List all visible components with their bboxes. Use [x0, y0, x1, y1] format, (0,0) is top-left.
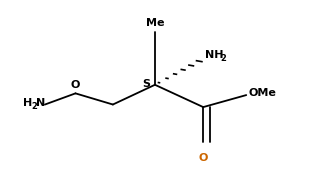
Text: NH: NH	[205, 50, 223, 60]
Text: H: H	[23, 98, 32, 108]
Text: N: N	[36, 98, 45, 108]
Text: 2: 2	[220, 54, 226, 63]
Text: Me: Me	[146, 18, 164, 28]
Text: O: O	[71, 80, 80, 90]
Text: S: S	[142, 79, 150, 89]
Text: 2: 2	[31, 102, 37, 111]
Text: O: O	[198, 153, 208, 163]
Text: OMe: OMe	[249, 88, 276, 98]
